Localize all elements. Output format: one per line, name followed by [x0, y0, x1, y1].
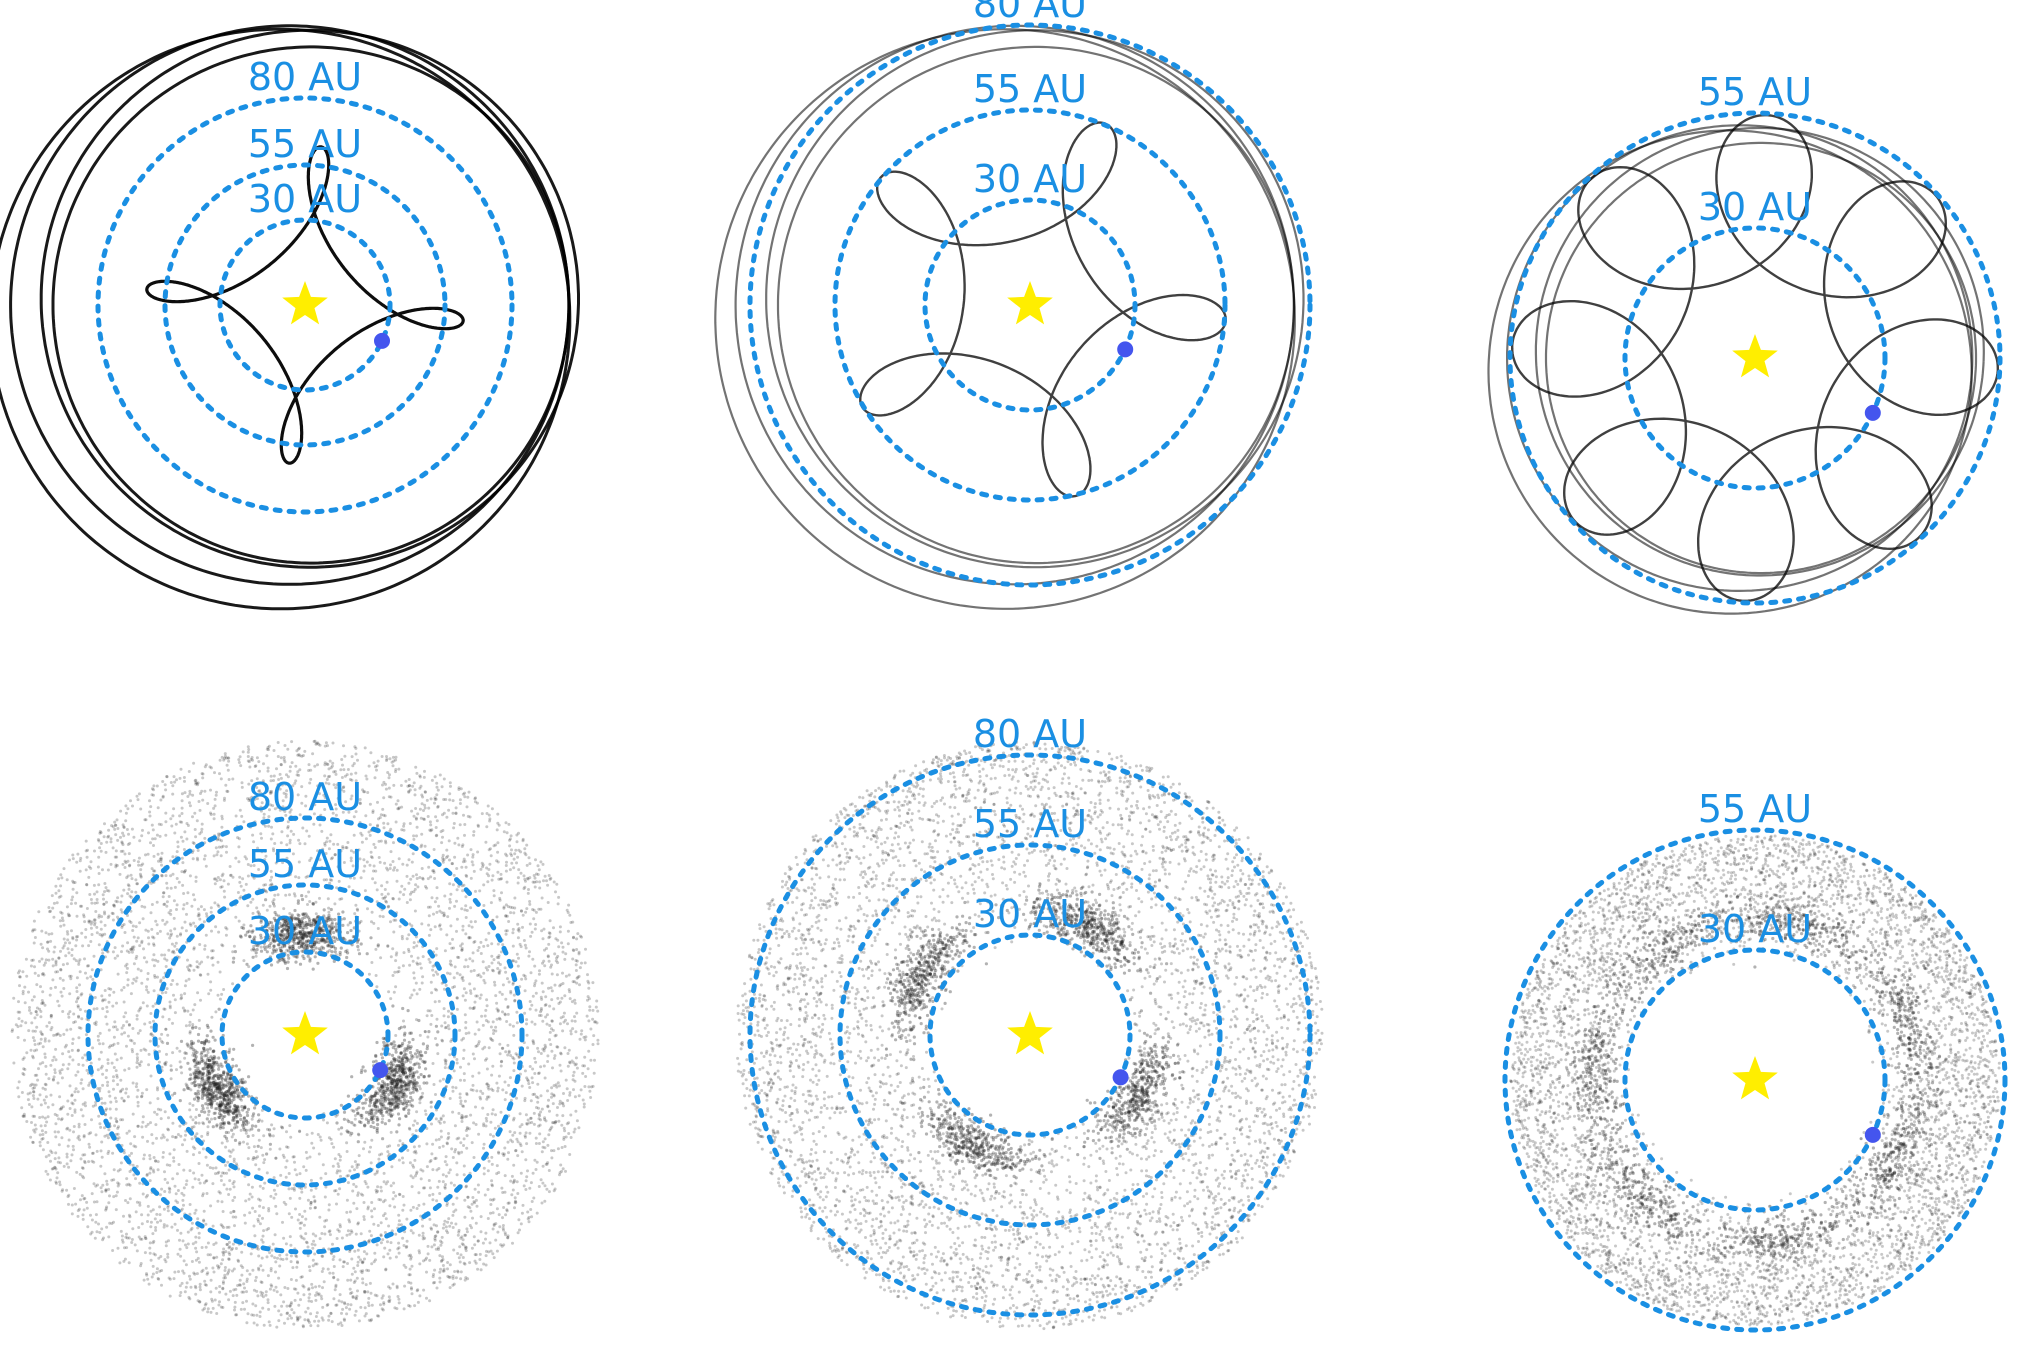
ring-label: 30 AU [973, 157, 1087, 201]
ring-label: 30 AU [248, 909, 362, 953]
ring-label: 30 AU [1698, 907, 1812, 951]
ring-label: 30 AU [1698, 185, 1812, 229]
star-icon [1732, 334, 1778, 377]
ring-label: 30 AU [973, 892, 1087, 936]
planet-dot [1865, 405, 1881, 421]
panel-e: 80 AU 55 AU 30 AU [736, 712, 1323, 1330]
ring-label: 80 AU [973, 712, 1087, 756]
star-icon [1732, 1056, 1778, 1099]
ring-label: 55 AU [248, 122, 362, 166]
star-icon [282, 281, 328, 324]
ring-label: 55 AU [973, 802, 1087, 846]
panel-b: 80 AU 55 AU 30 AU [715, 0, 1310, 609]
ring-label: 55 AU [1698, 70, 1812, 114]
panel-d: 80 AU 55 AU 30 AU [11, 740, 600, 1329]
planet-dot [1117, 341, 1133, 357]
star-icon [1007, 281, 1053, 324]
ring-label: 55 AU [248, 842, 362, 886]
panel-f: 55 AU 30 AU [1505, 787, 2005, 1330]
ring-label: 80 AU [248, 775, 362, 819]
outer-orbit-path [715, 29, 1295, 609]
ring-label: 55 AU [1698, 787, 1812, 831]
planet-dot [374, 333, 390, 349]
ring-label: 30 AU [248, 177, 362, 221]
planet-dot [1113, 1069, 1129, 1085]
ring-label: 80 AU [248, 55, 362, 99]
planet-dot [372, 1062, 388, 1078]
star-icon [1007, 1011, 1053, 1054]
panel-c: 55 AU 30 AU [1489, 70, 2001, 614]
star-icon [282, 1011, 328, 1054]
ring-label: 55 AU [973, 67, 1087, 111]
panel-a: 80 AU 55 AU 30 AU [0, 26, 579, 609]
ring-label: 80 AU [973, 0, 1087, 26]
planet-dot [1865, 1127, 1881, 1143]
